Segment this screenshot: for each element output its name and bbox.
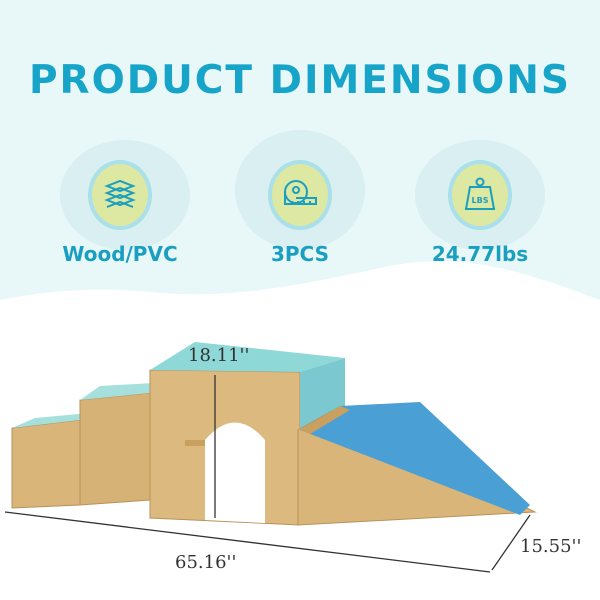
page-title: PRODUCT DIMENSIONS: [28, 58, 572, 103]
length-dimension-label: 65.16'': [175, 552, 237, 573]
height-dimension-label: 18.11'': [188, 345, 250, 366]
feature-pieces-label: 3PCS: [270, 242, 330, 266]
layers-material-icon: [88, 160, 152, 230]
feature-material-label: Wood/PVC: [62, 242, 178, 266]
svg-text:LBS: LBS: [472, 196, 489, 205]
weight-icon: LBS: [448, 160, 512, 230]
feature-material: Wood/PVC: [30, 140, 210, 266]
feature-pieces: 3PCS: [210, 140, 390, 266]
width-dimension-label: 15.55'': [520, 536, 582, 557]
feature-weight-label: 24.77lbs: [431, 242, 529, 266]
tape-measure-icon: [268, 160, 332, 230]
feature-weight: LBS 24.77lbs: [390, 140, 570, 266]
